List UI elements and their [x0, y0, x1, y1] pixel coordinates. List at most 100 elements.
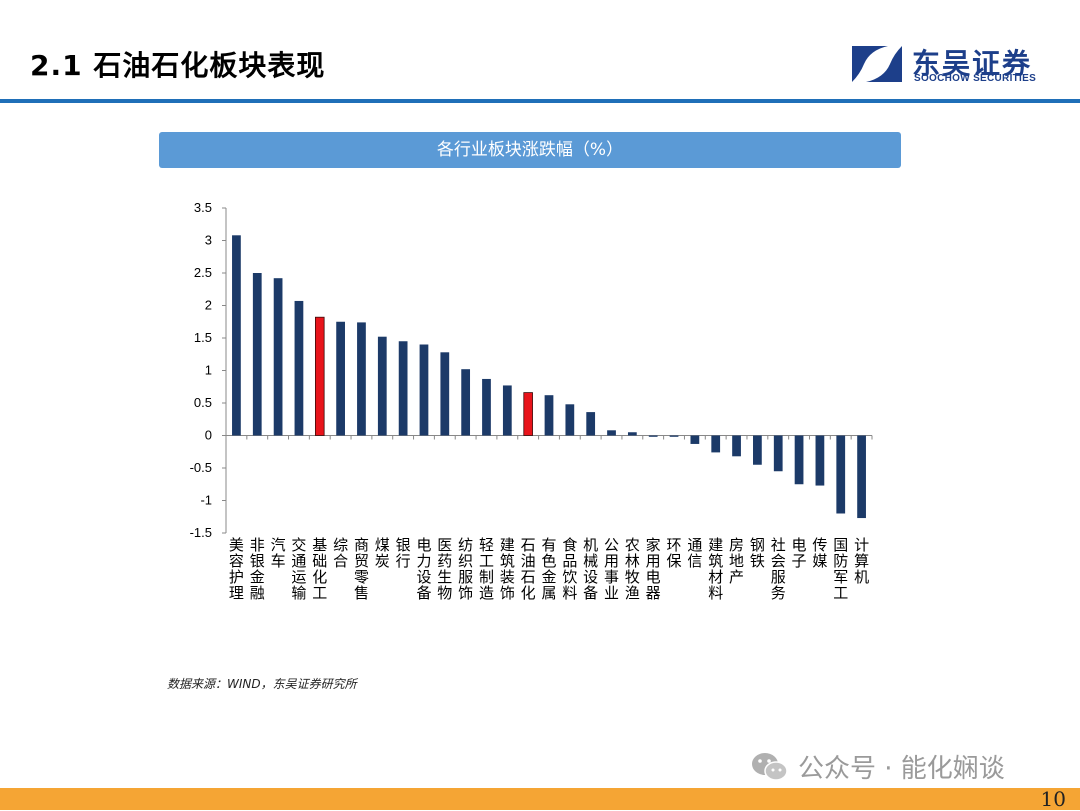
category-label: 交通运输: [291, 536, 306, 602]
category-label-char: 炭: [375, 552, 390, 570]
bar-4: [314, 316, 325, 436]
category-label: 家用电器: [646, 536, 661, 602]
category-label: 轻工制造: [479, 536, 494, 602]
company-logo: 东吴证券 SOOCHOW SECURITIES: [848, 40, 1058, 90]
category-label-char: 金: [250, 568, 265, 586]
category-label-char: 社: [771, 536, 786, 554]
category-label-char: 房: [729, 536, 744, 554]
y-tick-label: 0.5: [194, 395, 212, 410]
category-label: 非银金融: [250, 536, 265, 602]
y-tick-label: 0: [205, 428, 212, 443]
y-tick-label: 1.5: [194, 330, 212, 345]
category-label-char: 饰: [458, 584, 473, 602]
y-tick-label: 2: [205, 298, 212, 313]
category-label-char: 械: [583, 552, 598, 570]
category-label-char: 容: [229, 552, 244, 570]
category-label: 农林牧渔: [625, 536, 640, 602]
category-label-char: 银: [396, 536, 411, 554]
category-label-char: 药: [437, 552, 452, 570]
category-label-char: 牧: [625, 568, 640, 586]
category-label-char: 力: [416, 552, 431, 570]
category-label-char: 服: [458, 568, 473, 586]
category-label-char: 础: [312, 552, 327, 570]
category-label: 建筑装饰: [500, 536, 515, 602]
category-label-char: 金: [541, 568, 556, 586]
category-label-char: 汽: [271, 536, 286, 554]
bar-19: [627, 432, 637, 436]
category-label: 有色金属: [541, 536, 556, 602]
category-label-char: 通: [687, 536, 702, 554]
category-label-char: 品: [562, 552, 577, 570]
category-label-char: 运: [291, 568, 306, 586]
category-label-char: 融: [250, 584, 265, 602]
category-label-char: 铁: [750, 552, 765, 570]
y-tick-label: 1: [205, 363, 212, 378]
category-label-char: 业: [604, 584, 619, 602]
category-label: 钢铁: [750, 536, 765, 570]
category-label-char: 子: [792, 552, 807, 570]
category-label: 石油石化: [521, 536, 536, 602]
logo-name-en: SOOCHOW SECURITIES: [914, 73, 1037, 84]
y-tick-label: -1.5: [190, 525, 212, 540]
watermark: 公众号 · 能化娴谈: [750, 748, 1005, 785]
category-label: 建筑材料: [708, 536, 723, 602]
category-label-char: 保: [667, 552, 682, 570]
category-label-char: 银: [250, 552, 265, 570]
category-label-char: 生: [437, 568, 452, 586]
category-label-char: 筑: [500, 552, 515, 570]
category-label-char: 车: [271, 552, 286, 570]
category-label-char: 输: [291, 584, 306, 602]
category-label-char: 交: [291, 536, 306, 554]
bar-12: [482, 378, 491, 436]
category-label-char: 公: [604, 536, 619, 554]
category-label-char: 电: [416, 536, 431, 554]
category-label-char: 煤: [375, 536, 390, 554]
category-label-char: 用: [604, 552, 619, 570]
category-label-char: 算: [854, 552, 869, 570]
category-label: 计算机: [854, 536, 869, 586]
bar-21: [669, 435, 679, 437]
category-label-char: 会: [771, 552, 786, 570]
category-label-char: 传: [812, 536, 827, 554]
bar-2: [273, 278, 283, 436]
bar-30: [857, 435, 866, 519]
category-label-char: 设: [416, 568, 431, 586]
header-rule: [0, 99, 1080, 103]
bar-23: [711, 435, 721, 453]
category-label: 房地产: [729, 536, 744, 586]
category-label-char: 钢: [750, 536, 765, 554]
category-label-char: 合: [333, 552, 348, 570]
category-label-char: 物: [437, 584, 452, 602]
category-label: 综合: [333, 536, 348, 570]
category-label-char: 护: [229, 568, 244, 586]
category-label-char: 材: [708, 568, 723, 586]
category-label: 社会服务: [771, 536, 786, 602]
bar-6: [357, 322, 366, 436]
category-label-char: 务: [771, 584, 786, 602]
category-label-char: 家: [646, 536, 661, 554]
category-label-char: 美: [229, 536, 244, 554]
category-label: 纺织服饰: [458, 536, 473, 602]
category-label-char: 制: [479, 568, 494, 586]
category-label-char: 机: [854, 568, 869, 586]
y-tick-label: 2.5: [194, 265, 212, 280]
category-label-char: 事: [604, 568, 619, 586]
category-label-char: 渔: [625, 584, 640, 602]
category-label: 美容护理: [229, 536, 244, 602]
category-label-char: 媒: [812, 552, 827, 570]
bar-26: [773, 435, 783, 472]
bar-22: [690, 435, 700, 444]
category-label-char: 石: [521, 536, 536, 554]
category-label: 银行: [396, 536, 411, 570]
category-label-char: 计: [854, 536, 869, 554]
category-label-char: 饰: [500, 584, 515, 602]
category-label-char: 产: [729, 568, 744, 586]
category-label-char: 备: [583, 584, 598, 602]
bar-13: [502, 385, 512, 436]
bar-15: [544, 395, 554, 436]
category-label: 食品饮料: [562, 536, 577, 602]
category-label-char: 纺: [458, 536, 473, 554]
category-label-char: 饮: [562, 568, 577, 586]
category-label-char: 设: [583, 568, 598, 586]
category-label-char: 商: [354, 536, 369, 554]
